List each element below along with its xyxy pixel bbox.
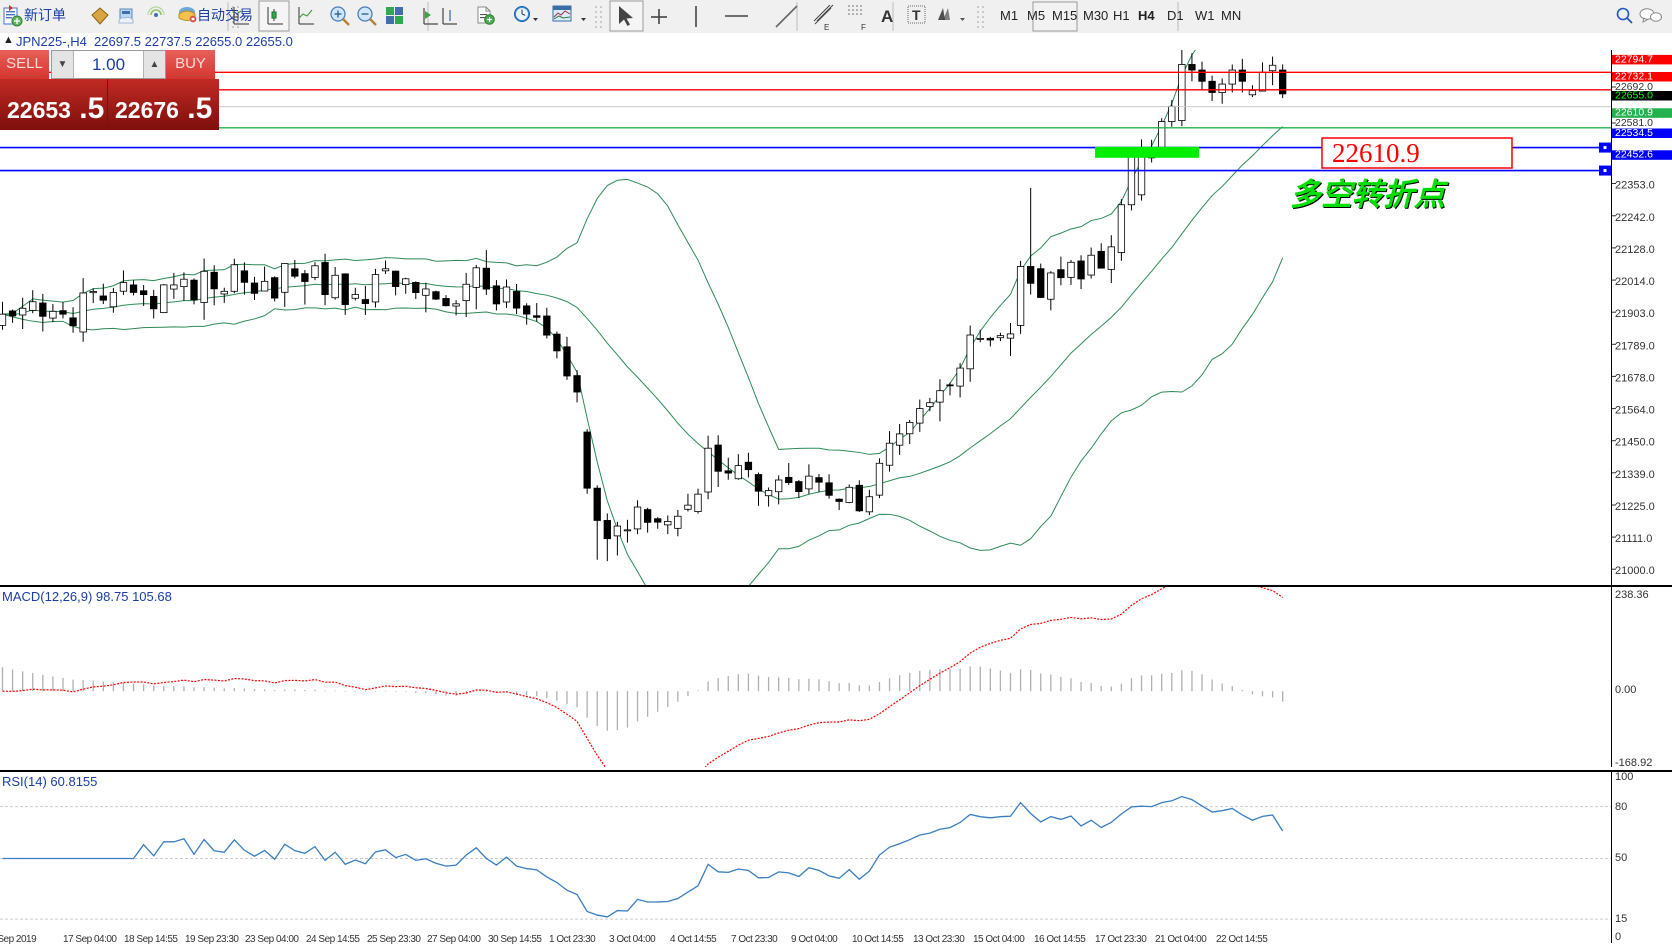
svg-text:22128.0: 22128.0 [1615, 244, 1655, 256]
svg-text:T: T [912, 7, 921, 23]
svg-text:22242.0: 22242.0 [1615, 212, 1655, 224]
svg-text:M5: M5 [1027, 8, 1045, 23]
svg-text:21450.0: 21450.0 [1615, 437, 1655, 449]
svg-text:22655.0: 22655.0 [1615, 89, 1653, 101]
svg-text:M30: M30 [1083, 8, 1108, 23]
svg-text:自动交易: 自动交易 [197, 7, 253, 23]
svg-text:H1: H1 [1113, 8, 1130, 23]
svg-text:21000.0: 21000.0 [1615, 565, 1655, 577]
svg-text:21789.0: 21789.0 [1615, 340, 1655, 352]
svg-text:22353.0: 22353.0 [1615, 180, 1655, 192]
svg-text:F: F [861, 23, 866, 32]
svg-text:22534.5: 22534.5 [1615, 127, 1653, 139]
svg-text:E: E [824, 23, 829, 32]
svg-text:A: A [881, 7, 893, 26]
svg-text:多空转折点: 多空转折点 [1290, 177, 1449, 212]
svg-text:M15: M15 [1052, 8, 1077, 23]
svg-text:MN: MN [1221, 8, 1241, 23]
svg-text:D1: D1 [1167, 8, 1184, 23]
svg-text:21339.0: 21339.0 [1615, 469, 1655, 481]
svg-text:21564.0: 21564.0 [1615, 405, 1655, 417]
svg-text:22014.0: 22014.0 [1615, 276, 1655, 288]
svg-text:M1: M1 [1000, 8, 1018, 23]
svg-text:22452.6: 22452.6 [1615, 149, 1653, 161]
svg-text:H4: H4 [1138, 8, 1155, 23]
svg-text:21903.0: 21903.0 [1615, 308, 1655, 320]
svg-text:21678.0: 21678.0 [1615, 372, 1655, 384]
svg-text:新订单: 新订单 [24, 7, 66, 23]
svg-text:21111.0: 21111.0 [1615, 533, 1652, 545]
svg-text:22794.7: 22794.7 [1615, 53, 1653, 65]
svg-text:22610.9: 22610.9 [1332, 138, 1420, 168]
svg-text:W1: W1 [1195, 8, 1215, 23]
svg-text:21225.0: 21225.0 [1615, 501, 1655, 513]
